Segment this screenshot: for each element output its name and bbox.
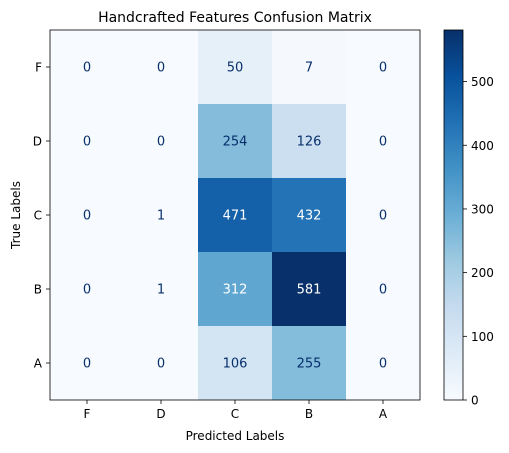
heatmap-cell-f-c	[198, 30, 273, 105]
heatmap-cell-d-b	[272, 104, 347, 179]
heatmap-cell-b-f	[50, 252, 125, 327]
heatmap-cell-c-d	[124, 178, 199, 253]
cell-value-label: 581	[297, 283, 322, 298]
y-tick-label: B	[34, 283, 42, 297]
colorbar-tick-label: 400	[471, 139, 494, 153]
y-axis-ticks: F D C B A	[33, 61, 50, 371]
heatmap-cell-c-f	[50, 178, 125, 253]
cell-value-label: 0	[157, 61, 165, 76]
cell-value-label: 7	[305, 61, 313, 76]
x-tick-label: D	[156, 407, 165, 421]
cell-value-label: 0	[83, 357, 91, 372]
colorbar-tick-label: 300	[471, 202, 494, 216]
heatmap-cell-b-c	[198, 252, 273, 327]
heatmap-cell-f-b	[272, 30, 347, 105]
heatmap-cell-d-c	[198, 104, 273, 179]
heatmap-cell-c-c	[198, 178, 273, 253]
heatmap-cell-c-a	[346, 178, 421, 253]
cell-value-label: 0	[379, 357, 387, 372]
y-tick-label: A	[34, 357, 43, 371]
colorbar-tick-label: 0	[471, 394, 479, 408]
colorbar-tick-label: 500	[471, 75, 494, 89]
cell-value-label: 0	[83, 135, 91, 150]
cell-value-label: 0	[379, 135, 387, 150]
x-tick-label: A	[379, 407, 388, 421]
cell-value-label: 0	[157, 135, 165, 150]
heatmap-cell-f-f	[50, 30, 125, 105]
y-tick-label: F	[35, 61, 42, 75]
heatmap-cell-a-f	[50, 326, 125, 401]
heatmap-cell-a-d	[124, 326, 199, 401]
x-axis-label: Predicted Labels	[186, 429, 285, 443]
heatmap-cell-f-a	[346, 30, 421, 105]
heatmap-cell-a-a	[346, 326, 421, 401]
colorbar-tick-label: 100	[471, 330, 494, 344]
heatmap-cell-d-a	[346, 104, 421, 179]
cell-value-label: 312	[223, 283, 248, 298]
heatmap-cell-b-a	[346, 252, 421, 327]
y-tick-label: D	[33, 135, 42, 149]
cell-value-label: 255	[297, 357, 322, 372]
heatmap-cell-f-d	[124, 30, 199, 105]
x-tick-label: C	[231, 407, 239, 421]
cell-value-label: 1	[157, 283, 165, 298]
y-axis-label: True Labels	[9, 181, 23, 250]
cell-value-label: 254	[223, 135, 248, 150]
cell-value-label: 50	[227, 61, 244, 76]
cell-value-label: 0	[83, 61, 91, 76]
heatmap-cell-d-d	[124, 104, 199, 179]
cell-value-label: 0	[379, 61, 387, 76]
heatmap-cell-a-b	[272, 326, 347, 401]
heatmap-cell-a-c	[198, 326, 273, 401]
heatmap-cell-labels: 0 0 50 7 0 0 0 254 126 0 0 1 471 432 0 0 1 312 581 0 0 0 106 25…	[83, 61, 387, 372]
colorbar-tick-label: 200	[471, 266, 494, 280]
cell-value-label: 432	[297, 209, 322, 224]
cell-value-label: 106	[223, 357, 248, 372]
heatmap-cell-c-b	[272, 178, 347, 253]
cell-value-label: 0	[157, 357, 165, 372]
cell-value-label: 0	[379, 209, 387, 224]
chart-title: Handcrafted Features Confusion Matrix	[98, 10, 372, 26]
cell-value-label: 0	[83, 283, 91, 298]
heatmap-cell-d-f	[50, 104, 125, 179]
cell-value-label: 1	[157, 209, 165, 224]
colorbar	[443, 29, 464, 401]
heatmap-cells	[50, 30, 421, 401]
cell-value-label: 0	[379, 283, 387, 298]
cell-value-label: 0	[83, 209, 91, 224]
x-tick-label: F	[84, 407, 91, 421]
cell-value-label: 126	[297, 135, 322, 150]
x-tick-label: B	[305, 407, 313, 421]
cell-value-label: 471	[223, 209, 248, 224]
colorbar-ticks: 0 100 200 300 400 500	[463, 75, 494, 408]
heatmap-cell-b-d	[124, 252, 199, 327]
heatmap-cell-b-b	[272, 252, 347, 327]
y-tick-label: C	[34, 209, 42, 223]
